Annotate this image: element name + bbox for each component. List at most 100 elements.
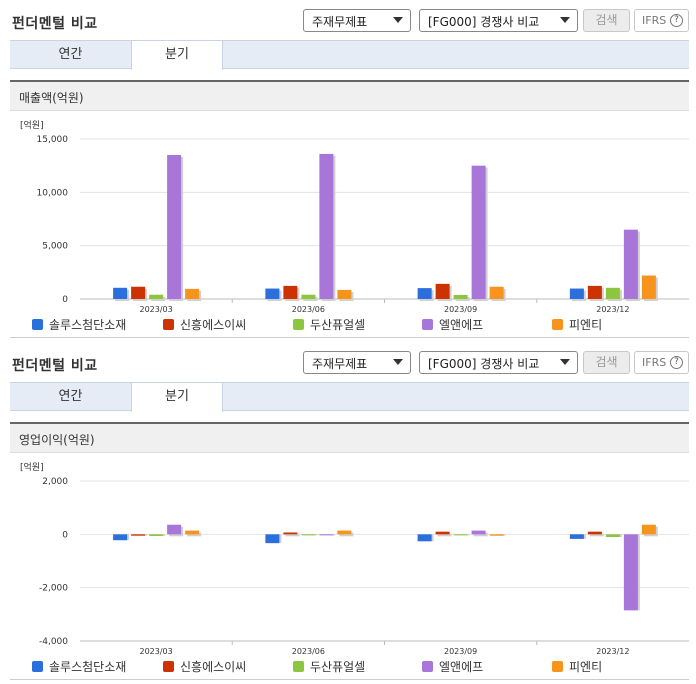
peer-group-select[interactable]: [FG000] 경쟁사 비교 — [419, 351, 578, 374]
bar — [569, 288, 584, 299]
unit-label: [억원] — [20, 461, 44, 473]
bar — [337, 289, 352, 299]
search-button[interactable]: 검색 — [583, 351, 630, 374]
bar — [301, 534, 316, 536]
bar-shadow — [285, 534, 300, 537]
panel-header: 펀더멘털 비교 주재무제표 [FG000] 경쟁사 비교 검색 IFRS? — [0, 0, 696, 40]
chart-title: 영업이익(억원) — [19, 433, 95, 447]
bar — [149, 294, 164, 299]
bar — [283, 285, 298, 299]
help-icon: ? — [670, 356, 683, 369]
bar-shadow — [187, 532, 202, 537]
x-tick-label: 2023/06 — [292, 305, 325, 314]
fundamental-panel-revenue: 펀더멘털 비교 주재무제표 [FG000] 경쟁사 비교 검색 IFRS? 연간… — [0, 0, 696, 338]
x-tick-label: 2023/03 — [140, 647, 173, 656]
bar — [471, 530, 486, 535]
y-tick-label: 0 — [62, 295, 68, 305]
bar-shadow — [339, 532, 354, 537]
x-tick-label: 2023/12 — [596, 647, 629, 656]
panel-header: 펀더멘털 비교 주재무제표 [FG000] 경쟁사 비교 검색 IFRS? — [0, 342, 696, 382]
legend-label: 솔루스첨단소재 — [49, 318, 127, 332]
bar — [185, 288, 200, 299]
legend-label: 두산퓨얼셀 — [310, 318, 366, 332]
x-tick-label: 2023/12 — [596, 305, 629, 314]
peer-group-select[interactable]: [FG000] 경쟁사 비교 — [419, 9, 578, 32]
x-tick-label: 2023/09 — [444, 647, 477, 656]
chart-header: 매출액(억원) — [10, 82, 689, 111]
bar — [435, 531, 450, 535]
bar — [587, 285, 602, 299]
bar — [569, 534, 584, 539]
y-tick-label: 0 — [62, 530, 68, 540]
bar — [417, 534, 432, 542]
fundamental-panel-operating-profit: 펀더멘털 비교 주재무제표 [FG000] 경쟁사 비교 검색 IFRS? 연간… — [0, 342, 696, 684]
y-tick-label: -2,000 — [39, 584, 68, 594]
bar-chart: [억원] 0 5,000 10,000 15,000 2023/03 2023/06 2023… — [20, 119, 689, 314]
help-icon: ? — [670, 14, 683, 27]
bar — [641, 524, 656, 535]
bar — [113, 287, 128, 299]
bar — [283, 532, 298, 535]
bar — [417, 288, 432, 299]
panel-title: 펀더멘털 비교 — [12, 16, 98, 32]
bar-shadow — [437, 533, 452, 537]
legend-swatch — [163, 319, 174, 330]
tab-annual[interactable]: 연간 — [58, 47, 83, 62]
bar-shadow — [589, 533, 604, 537]
tab-annual[interactable]: 연간 — [58, 389, 83, 404]
legend-label: 신흥에스이씨 — [180, 318, 247, 332]
period-tabs: 연간 분기 — [10, 382, 689, 412]
chevron-down-icon — [393, 359, 403, 365]
tab-quarterly[interactable]: 분기 — [131, 383, 223, 412]
bar — [623, 229, 638, 299]
divider — [10, 679, 689, 680]
bar — [435, 283, 450, 299]
chevron-down-icon — [393, 17, 403, 23]
bar — [623, 534, 638, 611]
y-tick-label: 5,000 — [42, 242, 68, 252]
legend-swatch — [293, 661, 304, 672]
bar — [605, 534, 620, 537]
y-tick-label: 10,000 — [37, 188, 69, 198]
legend-label: 엘앤에프 — [439, 318, 484, 332]
bar — [587, 531, 602, 535]
chevron-down-icon — [560, 359, 570, 365]
bar — [185, 530, 200, 535]
legend-label: 두산퓨얼셀 — [310, 660, 366, 674]
ifrs-help-button[interactable]: IFRS? — [634, 351, 689, 374]
chevron-down-icon — [560, 17, 570, 23]
bar-chart: [억원] -4,000 -2,000 0 2,000 2023/03 2023/06 2023… — [20, 461, 689, 656]
legend-swatch — [32, 319, 43, 330]
chart-revenue: 매출액(억원) [억원] 0 5,000 10,000 15,000 2023/03 202… — [10, 80, 689, 338]
tab-quarterly[interactable]: 분기 — [131, 41, 223, 70]
bar — [605, 287, 620, 299]
bar — [131, 286, 146, 299]
bar — [167, 155, 182, 299]
x-tick-label: 2023/03 — [140, 305, 173, 314]
ifrs-help-button[interactable]: IFRS? — [634, 9, 689, 32]
chart-title: 매출액(억원) — [19, 91, 84, 105]
legend-swatch — [422, 661, 433, 672]
legend-label: 피엔티 — [569, 660, 603, 674]
bar — [641, 275, 656, 299]
bar — [149, 534, 164, 536]
statement-type-select[interactable]: 주재무제표 — [303, 9, 411, 32]
bar — [131, 534, 146, 536]
search-button[interactable]: 검색 — [583, 9, 630, 32]
period-tabs: 연간 분기 — [10, 40, 689, 70]
bar-shadow — [473, 532, 488, 537]
bar — [319, 153, 334, 299]
statement-type-select[interactable]: 주재무제표 — [303, 351, 411, 374]
bar — [337, 530, 352, 535]
bar — [265, 534, 280, 544]
bar — [113, 534, 128, 541]
legend-swatch — [422, 319, 433, 330]
bar — [453, 294, 468, 299]
bar — [319, 534, 334, 536]
bar — [301, 294, 316, 299]
chart-operating-profit: 영업이익(억원) [억원] -4,000 -2,000 0 2,000 2023/03 20… — [10, 422, 689, 680]
bar — [453, 534, 468, 536]
y-tick-label: 2,000 — [42, 477, 68, 487]
chart-header: 영업이익(억원) — [10, 424, 689, 453]
x-tick-label: 2023/09 — [444, 305, 477, 314]
